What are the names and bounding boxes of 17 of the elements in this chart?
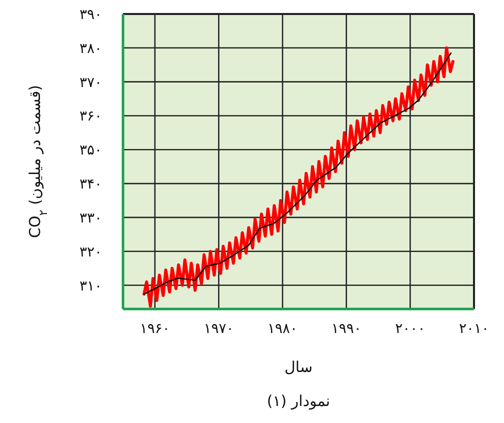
- x-tick-label: ۱۹۶۰: [140, 321, 170, 337]
- x-tick-label: ۱۹۹۰: [331, 321, 362, 337]
- y-tick-label: ۳۱۰: [79, 278, 102, 294]
- y-tick-label: ۳۶۰: [79, 108, 102, 125]
- x-axis-title: سال: [284, 358, 313, 376]
- y-tick-label: ۳۲۰: [79, 244, 102, 260]
- y-tick-label: ۳۷۰: [79, 74, 102, 91]
- x-tick-label: ۲۰۰۰: [395, 321, 426, 337]
- y-tick-label: ۳۳۰: [79, 210, 102, 226]
- x-tick-label: ۱۹۷۰: [204, 321, 234, 337]
- y-tick-label: ۳۹۰: [79, 7, 102, 23]
- y-tick-label: ۳۵۰: [79, 142, 102, 159]
- y-tick-label: ۳۸۰: [79, 40, 102, 57]
- x-tick-label: ۲۰۱۰: [458, 321, 490, 337]
- x-tick-label: ۱۹۸۰: [268, 321, 298, 337]
- y-tick-label: ۳۴۰: [79, 176, 102, 193]
- text: نمودار (۱): [266, 392, 330, 410]
